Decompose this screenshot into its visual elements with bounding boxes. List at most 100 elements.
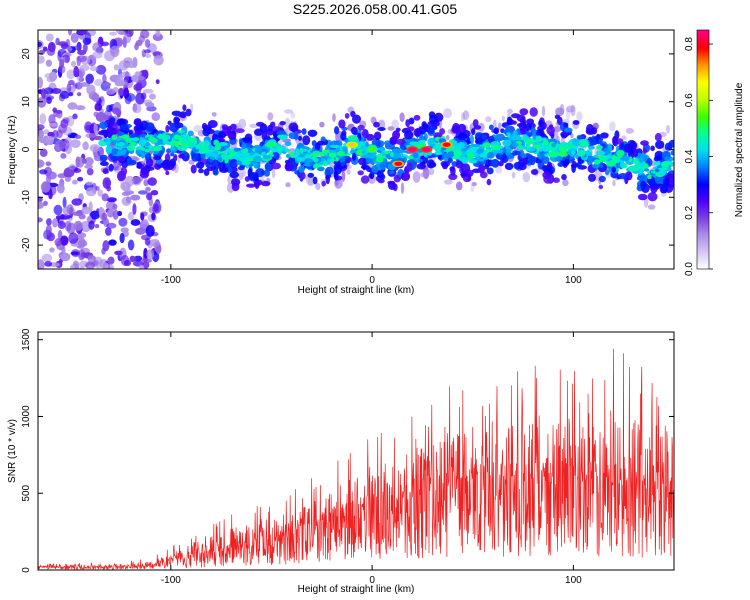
ridge-core-blob xyxy=(188,140,198,146)
colorbar-step xyxy=(697,179,709,182)
ridge-blob xyxy=(373,131,382,141)
haze-blob xyxy=(609,121,616,132)
noise-blob xyxy=(70,32,79,44)
noise-blob xyxy=(38,196,43,203)
ridge-blob xyxy=(654,150,664,161)
noise-blob xyxy=(143,179,149,187)
haze-blob xyxy=(271,167,276,179)
snr-y-label: SNR (10 * v/v) xyxy=(7,419,18,483)
ridge-blob xyxy=(588,145,595,150)
peak-blob xyxy=(267,142,276,147)
ridge-core-blob xyxy=(482,142,491,149)
ridge-core-blob xyxy=(322,160,328,167)
noise-blob xyxy=(38,159,45,168)
haze-blob xyxy=(455,181,463,191)
colorbar-step xyxy=(697,203,709,206)
colorbar-step xyxy=(697,227,709,230)
ridge-blob xyxy=(249,172,255,179)
ridge-core-blob xyxy=(177,130,185,134)
noise-blob xyxy=(140,212,145,221)
ridge-core-blob xyxy=(458,156,468,162)
noise-blob xyxy=(115,30,123,34)
ridge-core-blob xyxy=(441,147,447,151)
ridge-core-blob xyxy=(210,153,218,158)
colorbar-step xyxy=(697,221,709,224)
noise-blob xyxy=(118,87,125,96)
ridge-blob xyxy=(263,169,271,177)
colorbar-step xyxy=(697,63,709,67)
ridge-core-blob xyxy=(517,144,523,150)
ridge-core-blob xyxy=(409,141,420,146)
ridge-blob xyxy=(599,161,604,168)
noise-blob xyxy=(140,30,150,39)
haze-blob xyxy=(445,134,450,141)
ridge-blob xyxy=(546,125,555,135)
ridge-blob xyxy=(647,192,658,202)
ridge-blob xyxy=(307,129,318,137)
colorbar-step xyxy=(697,35,709,39)
noise-blob xyxy=(54,139,66,151)
noise-blob xyxy=(106,200,116,211)
ridge-blob xyxy=(450,166,456,176)
ridge-blob xyxy=(460,172,469,177)
ridge-blob xyxy=(165,170,170,176)
ridge-core-blob xyxy=(213,139,220,146)
colorbar-step xyxy=(697,237,709,240)
ridge-core-blob xyxy=(154,142,161,146)
ridge-core-blob xyxy=(512,143,519,147)
snr-x-ticks: -100 0 100 xyxy=(161,332,582,586)
ridge-blob xyxy=(561,174,567,181)
noise-blob xyxy=(144,237,151,246)
noise-blob xyxy=(59,90,70,99)
noise-blob xyxy=(72,113,78,120)
ridge-blob xyxy=(486,167,494,175)
ridge-core-blob xyxy=(438,138,446,143)
noise-blob xyxy=(130,75,138,82)
ridge-core-blob xyxy=(658,169,666,176)
noise-blob xyxy=(118,217,128,227)
colorbar-step xyxy=(697,201,709,204)
spectrogram-x-label: Height of straight line (km) xyxy=(298,285,415,296)
ridge-blob xyxy=(371,165,379,174)
noise-blob xyxy=(62,205,70,216)
colorbar-step xyxy=(697,79,709,83)
noise-blob xyxy=(138,264,144,269)
noise-blob xyxy=(145,225,155,237)
noise-blob xyxy=(40,88,46,99)
colorbar-step xyxy=(697,229,709,232)
haze-blob xyxy=(400,182,405,194)
ridge-blob xyxy=(588,137,597,146)
peak-blob xyxy=(629,166,638,171)
noise-blob xyxy=(106,88,116,95)
ridge-blob xyxy=(618,173,628,179)
colorbar-step xyxy=(697,107,709,111)
ridge-blob xyxy=(177,113,186,118)
noise-blob xyxy=(106,197,117,203)
ridge-core-blob xyxy=(479,152,489,158)
ridge-core-blob xyxy=(262,154,271,160)
ridge-blob xyxy=(413,128,420,137)
colorbar-step xyxy=(697,97,709,101)
colorbar-step xyxy=(697,209,709,212)
ridge-core-blob xyxy=(130,137,136,142)
colorbar-step xyxy=(697,69,709,73)
spectrogram-blobs xyxy=(38,30,674,269)
ridge-blob xyxy=(541,155,550,164)
x-tick-label: 100 xyxy=(565,275,582,286)
ridge-core-blob xyxy=(664,156,670,161)
ridge-blob xyxy=(340,132,347,141)
noise-blob xyxy=(53,204,63,216)
y-tick-label: 10 xyxy=(21,96,32,108)
noise-blob xyxy=(64,220,72,232)
ridge-blob xyxy=(495,134,500,143)
ridge-blob xyxy=(128,159,137,166)
haze-blob xyxy=(471,182,477,187)
haze-blob xyxy=(420,172,427,178)
noise-blob xyxy=(89,123,96,134)
colorbar-step xyxy=(697,163,709,167)
ridge-blob xyxy=(302,135,311,146)
ridge-core-blob xyxy=(145,142,150,147)
ridge-blob xyxy=(529,155,536,166)
colorbar-step xyxy=(697,30,709,33)
